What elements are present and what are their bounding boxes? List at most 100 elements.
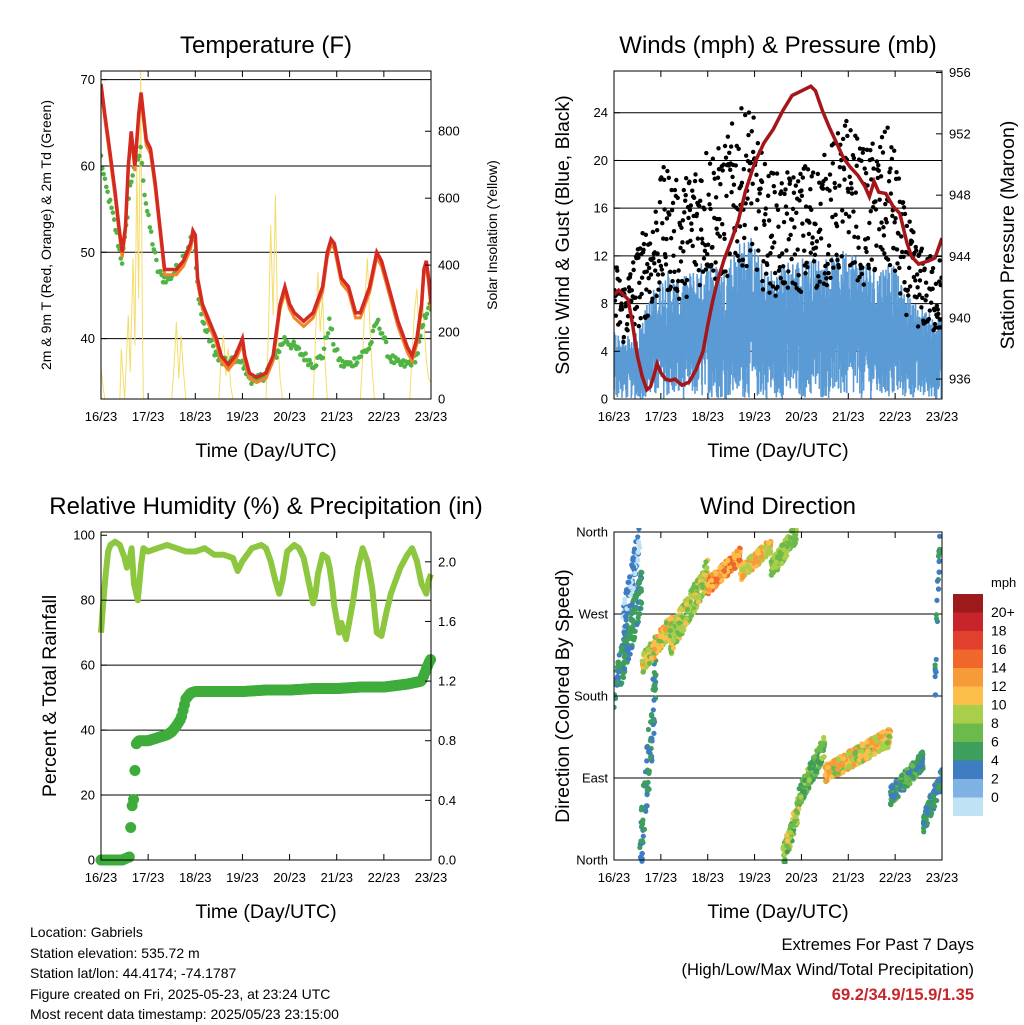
winds-gust-point [689,227,694,233]
winds-gust-point [771,183,776,189]
winds-gust-point [873,199,878,204]
winds-gust-point [681,187,687,193]
direction-xtick-label: 22/23 [879,870,912,885]
winds-gust-point [640,231,645,236]
direction-point [681,627,687,633]
direction-point [933,616,940,622]
winds-gust-point [686,215,691,221]
winds-gust-point [882,251,887,256]
temperature-dewpoint-point [424,311,430,317]
temperature-dewpoint-point [308,361,314,366]
direction-point [905,770,911,776]
direction-point [921,814,927,820]
winds-gust-point [676,268,681,273]
winds-gust-point [645,261,650,267]
temperature-dewpoint-point [358,354,364,359]
temperature-dewpoint-point [111,217,117,222]
winds-ytick-label: 12 [594,248,608,263]
winds-gust-point [654,227,660,233]
direction-point [732,555,738,561]
winds-gust-point [918,268,923,274]
winds-gust-point [781,219,787,225]
temperature-dewpoint-point [119,261,125,266]
colorbar-label: 20+ [991,604,1015,620]
winds-gust-point [776,268,782,273]
winds-gust-point [902,280,907,285]
winds-gust-point [901,254,906,259]
direction-point [846,763,852,769]
direction-plot-area [614,528,942,864]
direction-point [619,674,626,680]
humidity-ytick-label: 0 [88,853,95,868]
humidity-ytick-label: 20 [81,788,95,803]
direction-point [652,682,658,689]
direction-point [740,560,747,567]
winds-gust-point [914,272,920,277]
winds-gust-point [852,260,858,265]
direction-point [835,763,841,769]
winds-gust-point [695,236,701,241]
winds-gust-point [748,160,754,166]
direction-point [869,739,875,746]
winds-gust-point [866,262,871,267]
direction-point [754,549,760,555]
winds-gust-point [724,193,729,199]
winds-gust-point [737,224,743,229]
direction-point [857,752,863,759]
winds-gust-point [739,106,744,111]
winds-gust-point [808,250,813,255]
winds-gust-point [934,303,940,309]
winds-gust-point [668,284,673,290]
winds-gust-point [730,174,735,180]
direction-point [832,770,838,777]
winds-gust-point [636,323,642,329]
direction-point [627,603,633,609]
humidity-precip-point [128,793,140,805]
winds-gust-point [621,339,626,345]
direction-point [621,629,627,635]
winds-gust-point [680,218,686,223]
winds-gust-point [682,281,687,286]
winds-gust-point [913,244,918,250]
winds-gust-point [713,195,719,200]
station-latlon: Station lat/lon: 44.4174; -74.1787 [30,965,237,981]
winds-gust-point [708,206,713,212]
temperature-dewpoint-point [210,343,216,349]
winds-xtick-label: 19/23 [738,409,771,424]
winds-gust-point [864,249,869,255]
direction-point [622,623,628,629]
winds-gust-point [867,220,872,226]
direction-point [655,645,662,652]
winds-gust-point [816,274,821,279]
temperature-dewpoint-point [334,347,340,352]
direction-point [621,670,627,676]
winds-gust-point [900,200,906,205]
winds-gust-point [690,243,695,249]
winds-gust-point [675,195,680,201]
winds-gust-point [928,254,933,259]
winds-gust-point [842,123,848,128]
direction-point [849,757,855,763]
winds-gust-point [892,220,897,225]
winds-gust-point [862,166,867,171]
winds-gust-point [703,267,709,272]
winds-gust-point [907,219,912,224]
humidity-y2tick-label: 1.2 [438,674,456,689]
winds-gust-point [766,173,771,179]
temperature-dewpoint-point [382,335,388,340]
winds-gust-point [663,262,669,267]
winds-gust-point [806,231,812,237]
winds-gust-point [699,178,704,184]
winds-gust-point [906,293,911,298]
direction-point [910,763,916,769]
direction-point [695,599,702,605]
temperature-dewpoint-point [352,356,357,361]
winds-gust-point [798,171,803,177]
direction-point [881,745,888,752]
direction-point [734,548,740,554]
winds-gust-point [809,207,814,213]
winds-gust-point [935,307,940,312]
winds-gust-point [895,261,900,266]
direction-point [721,568,727,574]
winds-gust-point [874,243,879,248]
